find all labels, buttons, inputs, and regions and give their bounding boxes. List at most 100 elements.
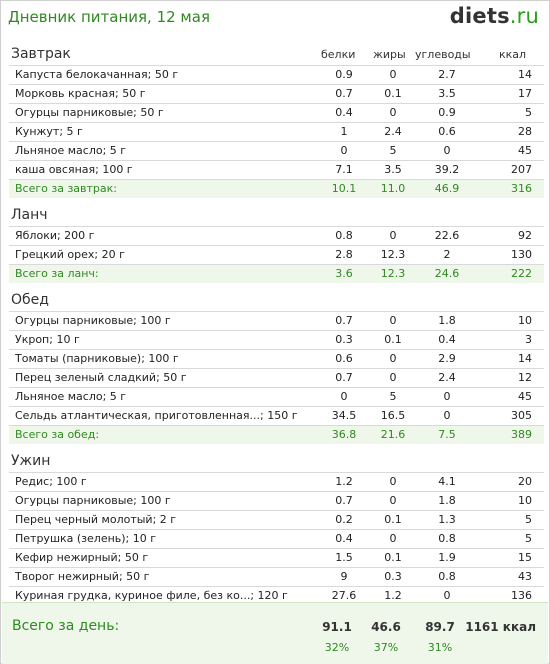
food-kcal: 15 bbox=[518, 551, 532, 564]
food-kcal: 28 bbox=[518, 125, 532, 138]
food-row[interactable]: Яблоки; 200 г 0.8 0 22.6 92 bbox=[9, 227, 544, 246]
food-row[interactable]: Огурцы парниковые; 100 г 0.7 0 1.8 10 bbox=[9, 312, 544, 331]
meal-total-protein: 36.8 bbox=[331, 428, 357, 441]
food-row[interactable]: Творог нежирный; 50 г 9 0.3 0.8 43 bbox=[9, 568, 544, 587]
food-row[interactable]: Кефир нежирный; 50 г 1.5 0.1 1.9 15 bbox=[9, 549, 544, 568]
food-fat: 0 bbox=[389, 314, 397, 327]
meal-table: Капуста белокачанная; 50 г 0.9 0 2.7 14 Морко… bbox=[9, 65, 544, 198]
food-row[interactable]: Перец зеленый сладкий; 50 г 0.7 0 2.4 12 bbox=[9, 369, 544, 388]
food-row[interactable]: Редис; 100 г 1.2 0 4.1 20 bbox=[9, 473, 544, 492]
food-name: Кефир нежирный; 50 г bbox=[15, 551, 149, 564]
food-row[interactable]: Петрушка (зелень); 10 г 0.4 0 0.8 5 bbox=[9, 530, 544, 549]
food-protein: 0.6 bbox=[335, 352, 353, 365]
food-row[interactable]: Сельдь атлантическая, приготовленная...;… bbox=[9, 407, 544, 426]
food-name: Яблоки; 200 г bbox=[15, 229, 95, 242]
food-carbs: 2.7 bbox=[438, 68, 456, 81]
meal-total-carbs: 7.5 bbox=[438, 428, 456, 441]
food-kcal: 10 bbox=[518, 314, 532, 327]
food-name: Капуста белокачанная; 50 г bbox=[15, 68, 179, 81]
food-fat: 0 bbox=[389, 229, 397, 242]
food-fat: 3.5 bbox=[384, 163, 402, 176]
food-row[interactable]: Льняное масло; 5 г 0 5 0 45 bbox=[9, 388, 544, 407]
meal-total-protein: 3.6 bbox=[335, 267, 353, 280]
food-fat: 0.1 bbox=[384, 551, 402, 564]
meal-total-label: Всего за завтрак: bbox=[15, 182, 118, 195]
food-kcal: 305 bbox=[511, 409, 532, 422]
food-name: Морковь красная; 50 г bbox=[15, 87, 146, 100]
food-protein: 0.7 bbox=[335, 314, 353, 327]
meal-total-row: Всего за завтрак: 10.1 11.0 46.9 316 bbox=[9, 180, 544, 198]
food-row[interactable]: Грецкий орех; 20 г 2.8 12.3 2 130 bbox=[9, 246, 544, 265]
meal-total-fat: 21.6 bbox=[380, 428, 406, 441]
food-row[interactable]: Кунжут; 5 г 1 2.4 0.6 28 bbox=[9, 123, 544, 142]
food-fat: 5 bbox=[389, 390, 397, 403]
food-kcal: 12 bbox=[518, 371, 532, 384]
food-kcal: 5 bbox=[525, 532, 532, 545]
food-kcal: 207 bbox=[511, 163, 532, 176]
food-protein: 0.4 bbox=[335, 532, 353, 545]
food-protein: 1 bbox=[340, 125, 348, 138]
page-title: Дневник питания, 12 мая bbox=[8, 8, 210, 26]
meal-section: Ланч Яблоки; 200 г 0.8 0 22.6 92 Грецкий орех;… bbox=[1, 205, 549, 290]
food-carbs: 3.5 bbox=[438, 87, 456, 100]
food-carbs: 2 bbox=[443, 248, 451, 261]
food-protein: 0.7 bbox=[335, 87, 353, 100]
food-protein: 0 bbox=[340, 390, 348, 403]
food-row[interactable]: каша овсяная; 100 г 7.1 3.5 39.2 207 bbox=[9, 161, 544, 180]
food-kcal: 17 bbox=[518, 87, 532, 100]
food-carbs: 0.9 bbox=[438, 106, 456, 119]
food-row[interactable]: Морковь красная; 50 г 0.7 0.1 3.5 17 bbox=[9, 85, 544, 104]
food-protein: 2.8 bbox=[335, 248, 353, 261]
food-name: Огурцы парниковые; 50 г bbox=[15, 106, 164, 119]
food-kcal: 3 bbox=[525, 333, 532, 346]
meal-title: Ланч bbox=[11, 207, 48, 223]
food-name: Редис; 100 г bbox=[15, 475, 87, 488]
meal-total-label: Всего за обед: bbox=[15, 428, 100, 441]
column-header-protein: белки bbox=[321, 48, 356, 61]
food-name: Льняное масло; 5 г bbox=[15, 390, 127, 403]
food-row[interactable]: Огурцы парниковые; 100 г 0.7 0 1.8 10 bbox=[9, 492, 544, 511]
food-protein: 0.7 bbox=[335, 494, 353, 507]
food-fat: 0 bbox=[389, 494, 397, 507]
food-row[interactable]: Укроп; 10 г 0.3 0.1 0.4 3 bbox=[9, 331, 544, 350]
food-name: Сельдь атлантическая, приготовленная...;… bbox=[15, 409, 298, 422]
food-kcal: 10 bbox=[518, 494, 532, 507]
meal-total-kcal: 316 bbox=[511, 182, 532, 195]
food-kcal: 43 bbox=[518, 570, 532, 583]
food-protein: 7.1 bbox=[335, 163, 353, 176]
food-name: Творог нежирный; 50 г bbox=[15, 570, 150, 583]
day-carbs-percent: 31% bbox=[427, 641, 453, 654]
meal-table: Яблоки; 200 г 0.8 0 22.6 92 Грецкий орех; 20 … bbox=[9, 226, 544, 283]
food-carbs: 4.1 bbox=[438, 475, 456, 488]
food-fat: 0.1 bbox=[384, 333, 402, 346]
food-row[interactable]: Томаты (парниковые); 100 г 0.6 0 2.9 14 bbox=[9, 350, 544, 369]
site-logo[interactable]: diets.ru bbox=[450, 4, 539, 28]
food-fat: 0 bbox=[389, 106, 397, 119]
food-name: каша овсяная; 100 г bbox=[15, 163, 133, 176]
food-kcal: 14 bbox=[518, 352, 532, 365]
food-kcal: 130 bbox=[511, 248, 532, 261]
food-name: Огурцы парниковые; 100 г bbox=[15, 314, 171, 327]
food-protein: 9 bbox=[340, 570, 348, 583]
meal-table: Огурцы парниковые; 100 г 0.7 0 1.8 10 Укроп; … bbox=[9, 311, 544, 444]
food-carbs: 0 bbox=[443, 589, 451, 602]
food-row[interactable]: Льняное масло; 5 г 0 5 0 45 bbox=[9, 142, 544, 161]
food-fat: 0 bbox=[389, 532, 397, 545]
meal-total-kcal: 389 bbox=[511, 428, 532, 441]
meal-total-fat: 11.0 bbox=[380, 182, 406, 195]
food-name: Огурцы парниковые; 100 г bbox=[15, 494, 171, 507]
food-row[interactable]: Перец черный молотый; 2 г 0.2 0.1 1.3 5 bbox=[9, 511, 544, 530]
food-name: Петрушка (зелень); 10 г bbox=[15, 532, 157, 545]
food-carbs: 1.9 bbox=[438, 551, 456, 564]
food-name: Перец зеленый сладкий; 50 г bbox=[15, 371, 187, 384]
food-protein: 0 bbox=[340, 144, 348, 157]
food-fat: 16.5 bbox=[380, 409, 406, 422]
food-row[interactable]: Капуста белокачанная; 50 г 0.9 0 2.7 14 bbox=[9, 66, 544, 85]
food-name: Куриная грудка, куриное филе, без ко...;… bbox=[15, 589, 288, 602]
meal-total-kcal: 222 bbox=[511, 267, 532, 280]
food-row[interactable]: Огурцы парниковые; 50 г 0.4 0 0.9 5 bbox=[9, 104, 544, 123]
meal-total-label: Всего за ланч: bbox=[15, 267, 99, 280]
food-carbs: 22.6 bbox=[434, 229, 460, 242]
day-total-fat: 46.6 bbox=[371, 620, 401, 634]
food-carbs: 1.3 bbox=[438, 513, 456, 526]
